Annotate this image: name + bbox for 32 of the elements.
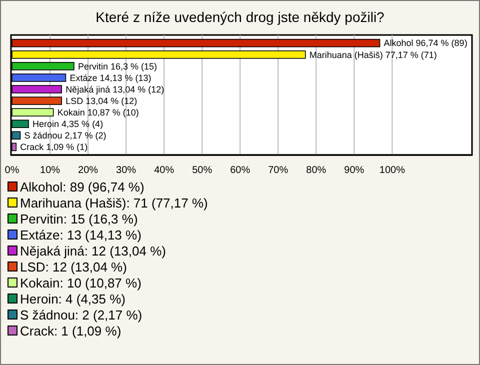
data-label: LSD 13,04 % (12) bbox=[66, 96, 138, 106]
data-label: Nějaká jiná 13,04 % (12) bbox=[66, 84, 164, 94]
data-label: Marihuana (Hašiš) 77,17 % (71) bbox=[309, 50, 437, 60]
chart-title: Které z níže uvedených drog jste někdy požili? bbox=[96, 9, 385, 25]
text: Kokain: 10 (10,87 %) bbox=[20, 276, 142, 291]
x-tick-label: 60% bbox=[230, 165, 250, 176]
data-label: Heroin 4,35 % (4) bbox=[32, 119, 104, 130]
x-tick-label: 90% bbox=[344, 165, 364, 176]
x-tick-label: 40% bbox=[154, 165, 174, 176]
text: Crack: 1 (1,09 %) bbox=[20, 324, 122, 339]
data-label: Extáze 14,13 % (13) bbox=[70, 72, 152, 83]
data-label: Pervitin 16,3 % (15) bbox=[78, 61, 158, 72]
x-tick-label: 0% bbox=[4, 165, 20, 176]
x-tick-label: 70% bbox=[268, 165, 288, 176]
data-label: Crack 1,09 % (1) bbox=[20, 142, 88, 152]
text: Alkohol: 89 (96,74 %) bbox=[20, 180, 144, 195]
x-tick-label: 80% bbox=[306, 165, 326, 176]
x-tick-label: 30% bbox=[116, 165, 136, 176]
text: S žádnou: 2 (2,17 %) bbox=[20, 308, 142, 323]
x-tick-label: 50% bbox=[192, 165, 212, 176]
text: Nějaká jiná: 12 (13,04 %) bbox=[20, 244, 166, 259]
x-tick-label: 10% bbox=[40, 165, 60, 176]
text: Pervitin: 15 (16,3 %) bbox=[20, 212, 138, 227]
text: Marihuana (Hašiš): 71 (77,17 %) bbox=[20, 196, 208, 211]
x-tick-label: 20% bbox=[78, 165, 98, 176]
data-label: Kokain 10,87 % (10) bbox=[57, 107, 139, 118]
data-label: Alkohol 96,74 % (89) bbox=[384, 38, 468, 48]
data-label: S žádnou 2,17 % (2) bbox=[24, 130, 106, 141]
text: Heroin: 4 (4,35 %) bbox=[20, 292, 126, 307]
text: Extáze: 13 (14,13 %) bbox=[20, 228, 142, 243]
x-tick-label: 100% bbox=[379, 165, 406, 176]
text: LSD: 12 (13,04 %) bbox=[20, 260, 127, 275]
